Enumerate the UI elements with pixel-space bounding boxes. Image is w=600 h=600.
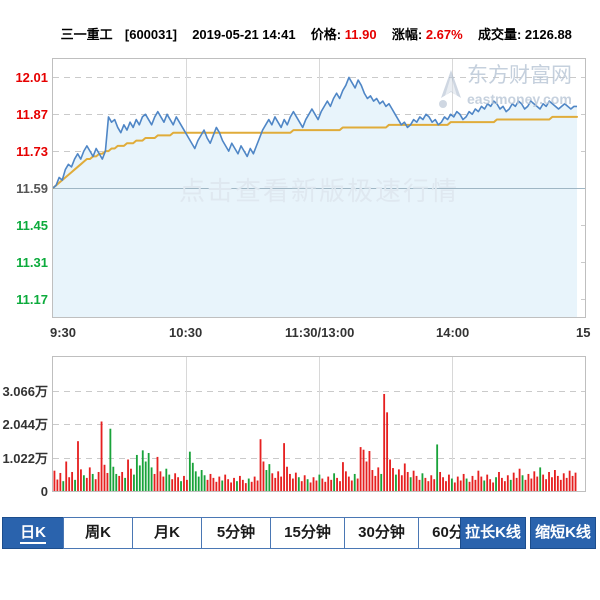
time-x-tick: 14:00 (436, 325, 470, 340)
price-plot-svg (53, 59, 585, 317)
period-button-15分钟[interactable]: 15分钟 (270, 517, 345, 549)
stock-name: 三一重工 (60, 27, 113, 42)
time-x-tick: 15 (576, 325, 591, 340)
price-y-tick: 11.17 (16, 291, 48, 307)
volume-plot-svg (53, 357, 585, 491)
price-y-tick: 11.59 (16, 181, 48, 196)
price-y-tick: 12.01 (15, 70, 48, 86)
stock-code: [600031] (124, 27, 177, 42)
change-value: 2.67% (425, 27, 463, 42)
volume-value: 2126.88 (524, 27, 572, 42)
period-button-月K[interactable]: 月K (132, 517, 202, 549)
period-button-label: 月K (154, 524, 180, 541)
period-button-label: 周K (85, 524, 111, 541)
volume-chart: 3.066万 2.044万 1.022万 0 (0, 346, 600, 499)
volume-y-tick: 1.022万 (2, 450, 48, 466)
volume-y-tick: 2.044万 (2, 417, 48, 432)
shrink-kline-button[interactable]: 缩短K线 (530, 517, 596, 549)
price-y-tick: 11.31 (16, 254, 48, 270)
change-label: 涨幅: (391, 27, 423, 42)
period-button-label: 15分钟 (284, 524, 331, 541)
period-button-30分钟[interactable]: 30分钟 (344, 517, 419, 549)
period-toolbar: 日K 周K 月K 5分钟 15分钟 30分钟 60分钟 拉长K线 缩短K线 (0, 517, 600, 551)
volume-y-tick: 3.066万 (2, 383, 48, 399)
volume-y-axis: 3.066万 2.044万 1.022万 0 (0, 346, 52, 499)
price-y-tick: 11.87 (16, 107, 48, 123)
price-y-tick: 11.45 (16, 217, 48, 233)
period-button-日K[interactable]: 日K (2, 517, 64, 549)
period-button-5分钟[interactable]: 5分钟 (201, 517, 271, 549)
period-button-label: 日K (20, 524, 46, 544)
volume-y-tick: 0 (40, 484, 48, 499)
price-label: 价格: (310, 27, 342, 42)
time-x-tick: 11:30/13:00 (285, 325, 355, 340)
price-value: 11.90 (344, 27, 377, 42)
volume-plot-area[interactable] (52, 356, 586, 492)
time-x-tick: 10:30 (169, 325, 203, 340)
time-x-tick: 9:30 (50, 325, 77, 340)
period-button-label: 5分钟 (216, 524, 256, 541)
price-chart: 12.01 11.87 11.73 11.59 11.45 11.31 11.17 点击查看… (0, 52, 600, 324)
stretch-kline-button[interactable]: 拉长K线 (460, 517, 526, 549)
period-button-label: 30分钟 (358, 524, 405, 541)
price-plot-area[interactable] (52, 58, 586, 318)
volume-label: 成交量: (477, 27, 522, 42)
price-y-axis: 12.01 11.87 11.73 11.59 11.45 11.31 11.17 (0, 52, 52, 324)
period-button-周K[interactable]: 周K (63, 517, 133, 549)
quote-datetime: 2019-05-21 14:41 (192, 27, 296, 42)
quote-header: 三一重工 [600031] 2019-05-21 14:41 价格: 11.90… (0, 24, 600, 46)
price-y-tick: 11.73 (16, 144, 48, 160)
time-x-axis: 9:30 10:30 11:30/13:00 14:00 15 (0, 324, 600, 344)
